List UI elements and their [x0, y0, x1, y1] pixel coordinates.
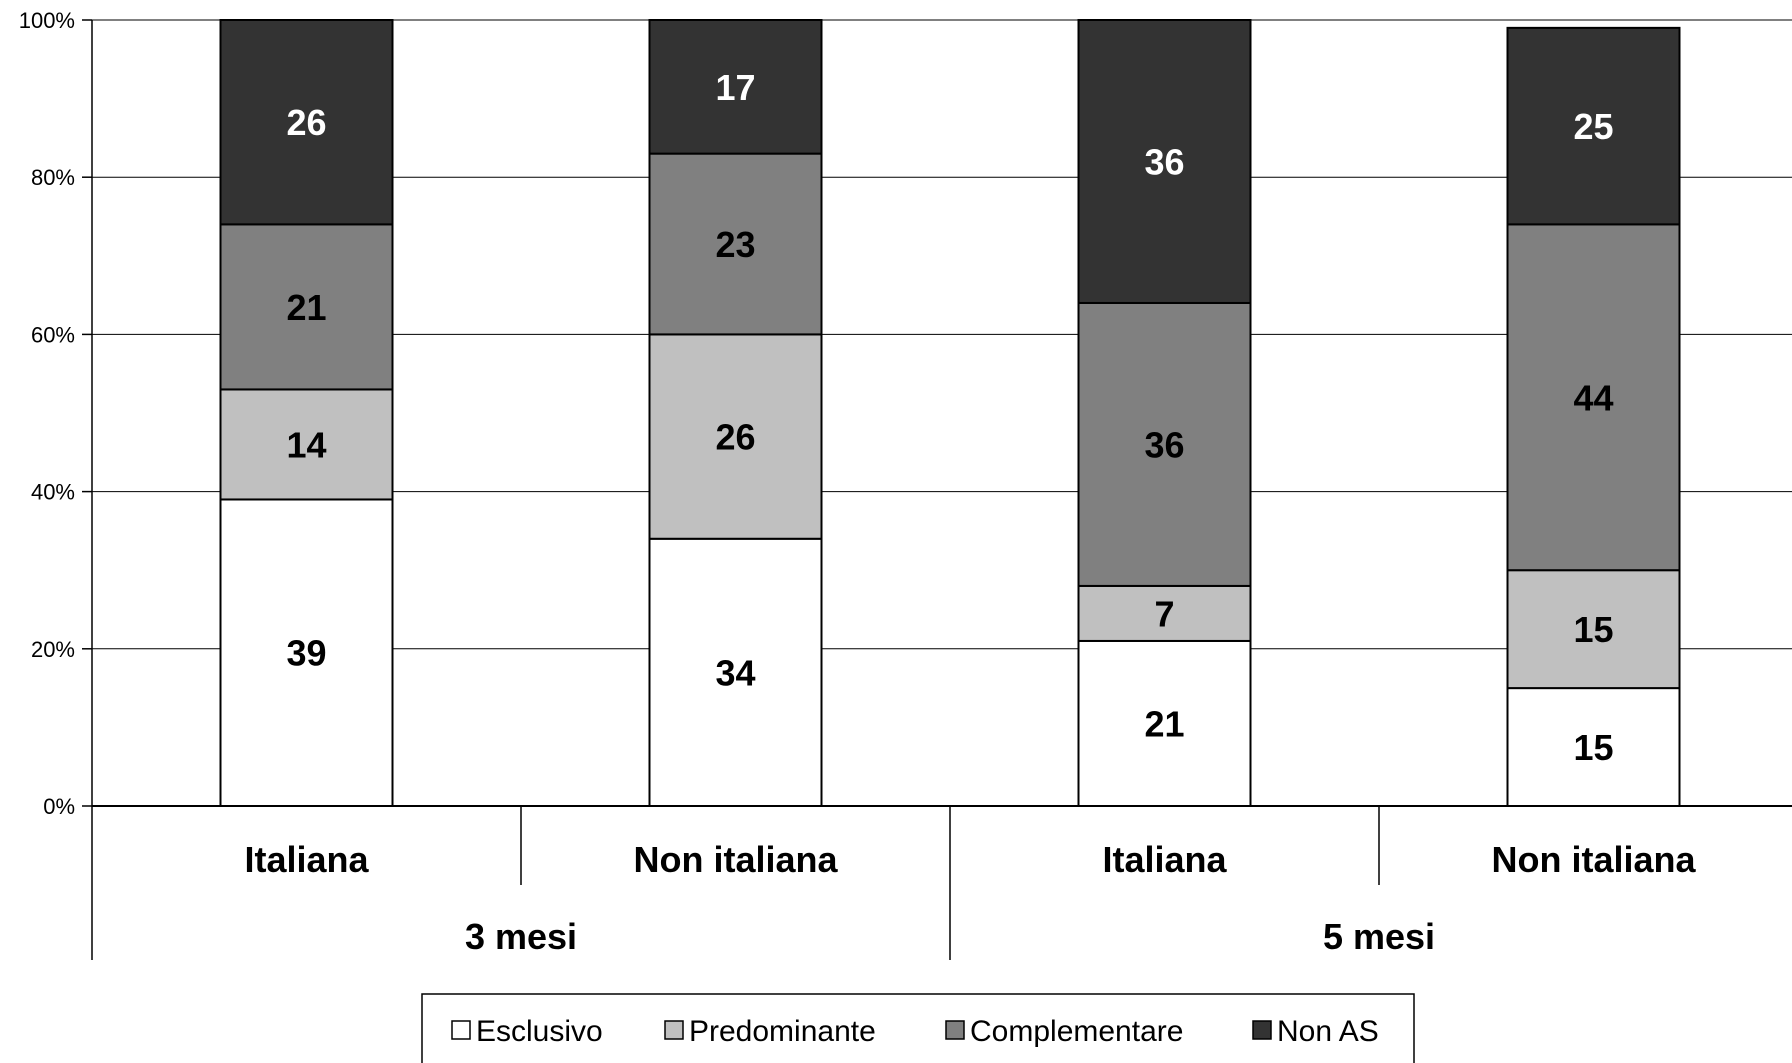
- bar-segment-predominante: [1077, 584, 1252, 642]
- y-tick-label: 0%: [43, 794, 75, 819]
- bar-segment-complementare: [1506, 223, 1681, 572]
- y-tick-label: 80%: [31, 165, 75, 190]
- legend: Esclusivo Predominante Complementare Non AS: [421, 993, 1415, 1063]
- y-tick-label: 20%: [31, 637, 75, 662]
- data-label: 26: [715, 417, 755, 458]
- data-label: 34: [715, 652, 755, 693]
- bar-segment-esclusivo: [219, 498, 394, 807]
- data-label: 15: [1573, 727, 1613, 768]
- axes: [82, 19, 1792, 960]
- x-category-label: Italiana: [1102, 839, 1227, 880]
- bar-segment-complementare: [648, 152, 823, 336]
- bar-segment-non-as: [1077, 19, 1252, 304]
- data-label: 15: [1573, 609, 1613, 650]
- legend-label: Esclusivo: [476, 1015, 603, 1048]
- bar-segment-predominante: [219, 388, 394, 501]
- data-label: 23: [715, 224, 755, 265]
- legend-label: Non AS: [1277, 1015, 1379, 1048]
- x-group-label: 3 mesi: [465, 916, 577, 957]
- y-tick-labels: 0% 20% 40% 60% 80% 100%: [19, 8, 75, 819]
- legend-label: Predominante: [689, 1015, 876, 1048]
- bar-segment-non-as: [219, 19, 394, 226]
- data-label: 36: [1144, 141, 1184, 182]
- bar-segment-complementare: [1077, 301, 1252, 587]
- y-tick-label: 100%: [19, 8, 75, 33]
- x-category-label: Italiana: [244, 839, 369, 880]
- legend-swatch: [1252, 1020, 1272, 1040]
- data-label: 14: [286, 424, 326, 465]
- legend-swatch: [664, 1020, 684, 1040]
- bar-segment-non-as: [648, 19, 823, 155]
- data-label: 39: [286, 633, 326, 674]
- x-category-label: Non italiana: [633, 839, 838, 880]
- legend-swatch: [451, 1020, 471, 1040]
- x-category-labels: Italiana Non italiana Italiana Non italiana…: [244, 839, 1696, 957]
- legend-box: [421, 993, 1415, 1063]
- legend-label: Complementare: [970, 1015, 1183, 1048]
- data-label: 21: [1144, 703, 1184, 744]
- data-label: 44: [1573, 377, 1613, 418]
- data-label: 25: [1573, 106, 1613, 147]
- data-label: 26: [286, 102, 326, 143]
- bar-segment-non-as: [1506, 26, 1681, 226]
- bar-segment-esclusivo: [1506, 687, 1681, 807]
- bars: 39 14 21 26 34 26 23 17 21 7 36 36 15 15 44 25: [219, 19, 1681, 807]
- bar-segment-esclusivo: [1077, 639, 1252, 807]
- x-group-label: 5 mesi: [1323, 916, 1435, 957]
- x-category-label: Non italiana: [1491, 839, 1696, 880]
- data-label: 17: [715, 67, 755, 108]
- data-label: 21: [286, 287, 326, 328]
- y-tick-label: 40%: [31, 480, 75, 505]
- legend-swatch: [945, 1020, 965, 1040]
- bar-segment-predominante: [1506, 569, 1681, 690]
- data-label: 7: [1154, 593, 1174, 634]
- y-tick-label: 60%: [31, 322, 75, 347]
- data-label: 36: [1144, 424, 1184, 465]
